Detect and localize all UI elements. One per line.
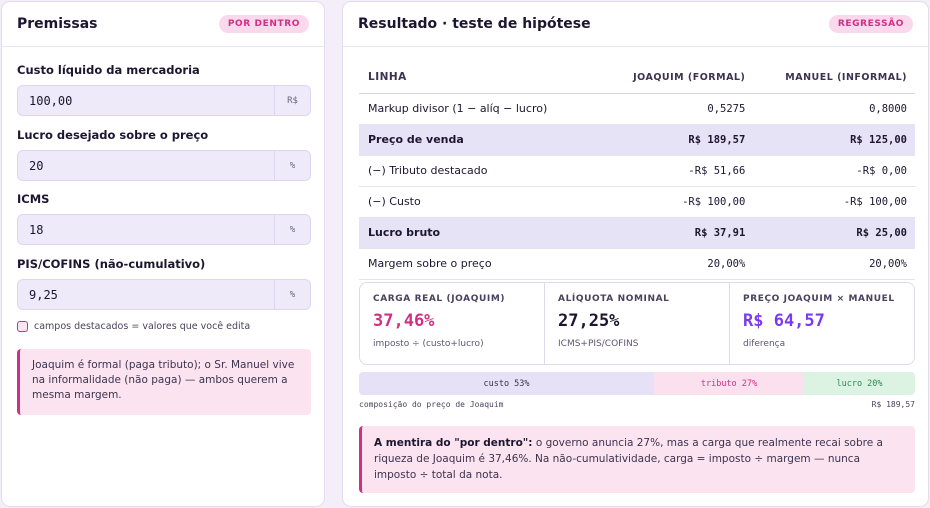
custo-input-box: R$ [17,85,311,116]
composition-segment: lucro 20% [804,372,915,395]
kpi-strip: CARGA REAL (JOAQUIM) 37,46% imposto ÷ (c… [359,282,915,365]
table-row: Markup divisor (1 − alíq − lucro) 0,5275 0… [359,93,915,125]
icms-label: ICMS [17,192,50,206]
kpi-sub: diferença [743,339,786,349]
pis-cofins-input[interactable] [18,280,274,309]
por-dentro-badge: POR DENTRO [218,15,309,33]
editable-legend: campos destacados = valores que você edi… [17,321,250,332]
table-row: Lucro bruto R$ 37,91 R$ 25,00 [359,217,915,249]
kpi-label: PREÇO JOAQUIM × MANUEL [743,294,895,304]
row-label: Markup divisor (1 − alíq − lucro) [359,93,604,125]
kpi-sub: ICMS+PIS/COFINS [558,339,639,349]
pis-cofins-field: PIS/COFINS (não-cumulativo) % [17,257,311,310]
percent-unit: % [274,215,310,244]
manuel-value: R$ 25,00 [753,217,915,249]
lucro-input[interactable] [18,151,274,180]
mentira-note-title: A mentira do "por dentro": [374,437,533,449]
resultado-title: Resultado · teste de hipótese [358,16,591,32]
scenario-note: Joaquim é formal (paga tributo); o Sr. M… [17,349,311,415]
composition-caption-total: R$ 189,57 [871,400,915,409]
custo-label: Custo líquido da mercadoria [17,63,200,77]
table-row: Margem sobre o preço 20,00% 20,00% [359,248,915,280]
editable-legend-text: campos destacados = valores que você edi… [34,321,251,332]
joaquim-value: -R$ 100,00 [603,186,754,218]
lucro-label: Lucro desejado sobre o preço [17,128,209,142]
percent-unit: % [274,280,310,309]
table-body: Markup divisor (1 − alíq − lucro) 0,5275 0… [359,93,915,280]
joaquim-value: R$ 37,91 [603,217,754,249]
editable-swatch-icon [17,321,28,332]
kpi-diferenca-preco: PREÇO JOAQUIM × MANUEL R$ 64,57 diferenç… [730,283,914,364]
regressao-badge: REGRESSÃO [828,15,913,33]
col-header-linha: LINHA [359,62,604,94]
joaquim-value: R$ 189,57 [603,124,754,156]
manuel-value: 0,8000 [753,93,915,125]
manuel-value: -R$ 100,00 [753,186,915,218]
table-row: (−) Tributo destacado -R$ 51,66 -R$ 0,00 [359,155,915,187]
manuel-value: R$ 125,00 [753,124,915,156]
composition-caption-label: composição do preço de Joaquim [359,400,504,409]
icms-input[interactable] [18,215,274,244]
kpi-aliquota-nominal: ALÍQUOTA NOMINAL 27,25% ICMS+PIS/COFINS [545,283,730,364]
pis-cofins-input-box: % [17,279,311,310]
lucro-field: Lucro desejado sobre o preço % [17,128,311,181]
table-header-row: LINHA JOAQUIM (FORMAL) MANUEL (INFORMAL) [359,62,915,94]
row-label: Lucro bruto [359,217,604,249]
composition-segment: custo 53% [359,372,654,395]
col-header-manuel: MANUEL (INFORMAL) [753,62,915,94]
col-header-joaquim: JOAQUIM (FORMAL) [603,62,754,94]
icms-field: ICMS % [17,192,311,245]
kpi-carga-real: CARGA REAL (JOAQUIM) 37,46% imposto ÷ (c… [360,283,545,364]
premissas-panel: Premissas POR DENTRO Custo líquido da me… [1,1,325,507]
pis-cofins-label: PIS/COFINS (não-cumulativo) [17,257,206,271]
lucro-input-box: % [17,150,311,181]
row-label: Margem sobre o preço [359,248,604,280]
results-table: LINHA JOAQUIM (FORMAL) MANUEL (INFORMAL)… [359,62,915,280]
resultado-header: Resultado · teste de hipótese REGRESSÃO [343,2,928,47]
kpi-value: 27,25% [558,311,620,331]
kpi-value: R$ 64,57 [743,311,825,331]
custo-field: Custo líquido da mercadoria R$ [17,63,311,116]
joaquim-value: 0,5275 [603,93,754,125]
price-composition-bar: custo 53% tributo 27% lucro 20% [359,372,915,395]
row-label: Preço de venda [359,124,604,156]
joaquim-value: -R$ 51,66 [603,155,754,187]
composition-caption: composição do preço de Joaquim R$ 189,57 [359,400,915,409]
table-row: Preço de venda R$ 189,57 R$ 125,00 [359,124,915,156]
kpi-value: 37,46% [373,311,435,331]
table-row: (−) Custo -R$ 100,00 -R$ 100,00 [359,186,915,218]
joaquim-value: 20,00% [603,248,754,280]
percent-unit: % [274,151,310,180]
premissas-header: Premissas POR DENTRO [2,2,324,47]
row-label: (−) Tributo destacado [359,155,604,187]
row-label: (−) Custo [359,186,604,218]
custo-input[interactable] [18,86,274,115]
kpi-label: CARGA REAL (JOAQUIM) [373,294,506,304]
resultado-panel: Resultado · teste de hipótese REGRESSÃO … [342,1,929,507]
kpi-sub: imposto ÷ (custo+lucro) [373,339,484,349]
manuel-value: -R$ 0,00 [753,155,915,187]
premissas-title: Premissas [17,16,98,32]
currency-unit: R$ [274,86,310,115]
icms-input-box: % [17,214,311,245]
mentira-note-text: o governo anuncia 27%, mas a carga que r… [374,437,883,481]
composition-segment: tributo 27% [654,372,804,395]
kpi-label: ALÍQUOTA NOMINAL [558,294,670,304]
mentira-note: A mentira do "por dentro": o governo anu… [359,426,915,493]
manuel-value: 20,00% [753,248,915,280]
